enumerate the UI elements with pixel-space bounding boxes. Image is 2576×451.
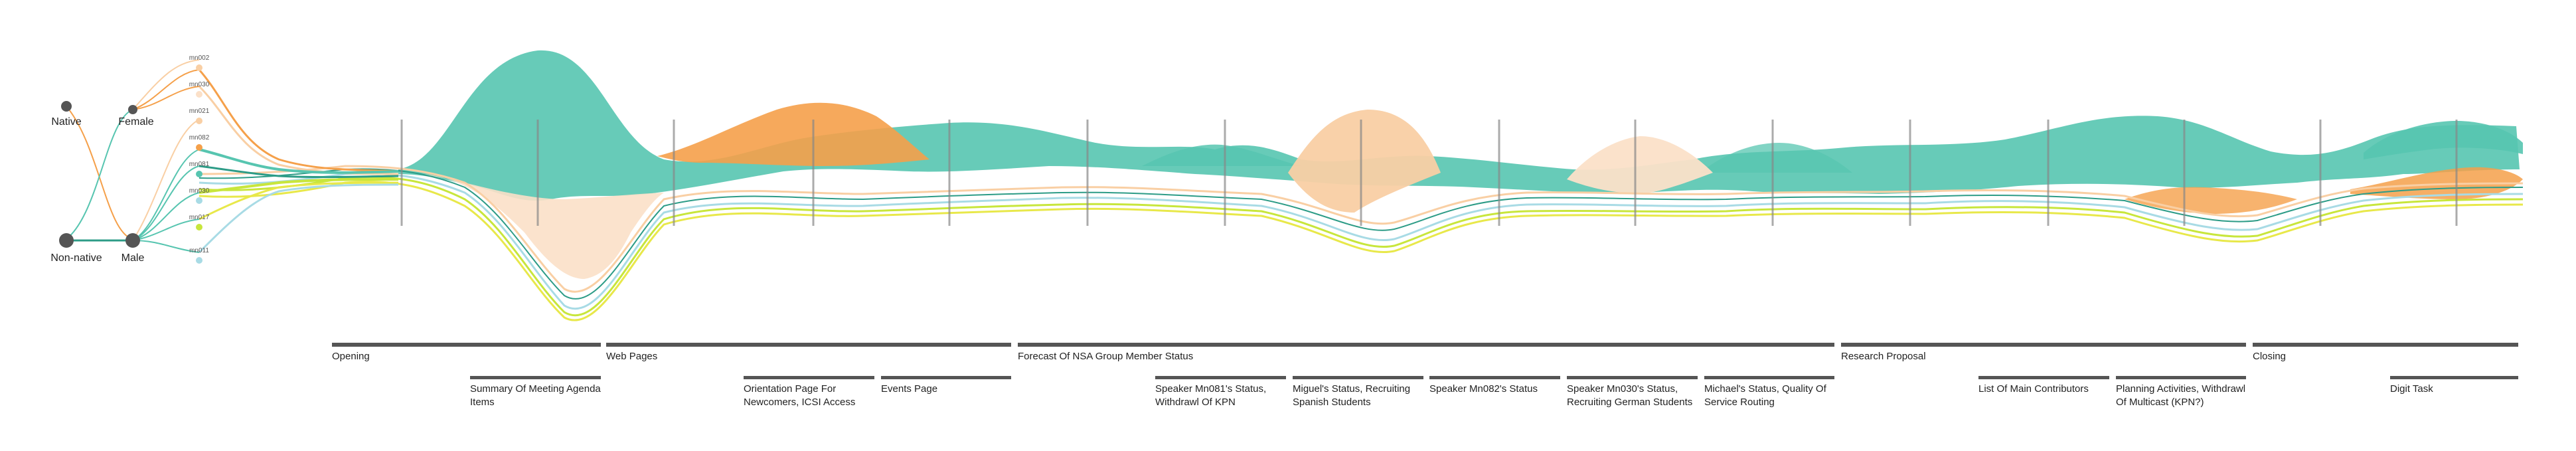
- topic-bar-research: [1841, 343, 2246, 347]
- male-label: Male: [121, 252, 145, 264]
- speaker-node[interactable]: [196, 64, 202, 71]
- native-node[interactable]: [61, 101, 72, 112]
- topic-bar-web-pages: [606, 343, 1011, 347]
- subtopic-bar-orientation: [744, 376, 874, 379]
- flow-stream-teal-main: [398, 50, 2520, 201]
- speaker-node[interactable]: [196, 144, 202, 151]
- topic-markers: [400, 120, 2458, 226]
- speaker-node[interactable]: [196, 171, 202, 177]
- subtopic-bar-mn081: [1155, 376, 1286, 379]
- attribute-link-female-speakers: [132, 69, 200, 110]
- topic-label-forecast[interactable]: Forecast Of NSA Group Member Status: [1018, 351, 1194, 362]
- speaker-node[interactable]: [196, 91, 202, 98]
- non-native-node[interactable]: [59, 233, 74, 248]
- speaker-nodes: mn002 mn030 mn021 mn082 mn081 mn030 mn017 mn011: [189, 54, 210, 264]
- topic-label-closing[interactable]: Closing: [2253, 351, 2287, 362]
- topic-bar-closing: [2253, 343, 2518, 347]
- flow-stream-teal-bump-1: [1142, 144, 1301, 166]
- speaker-track-opening-peach: [198, 85, 399, 175]
- speaker-label: mn030: [189, 81, 210, 88]
- topic-label-web-pages[interactable]: Web Pages: [606, 351, 658, 362]
- speaker-track-opening-lightblue: [198, 183, 399, 254]
- speaker-track-opening-orange: [198, 69, 399, 173]
- speaker-node[interactable]: [196, 257, 202, 264]
- subtopic-bar-digit: [2390, 376, 2518, 379]
- speaker-track-opening-lime: [199, 178, 399, 194]
- speaker-label: mn082: [189, 134, 210, 141]
- subtopic-label-orientation[interactable]: Orientation Page For Newcomers, ICSI Acc…: [744, 383, 856, 408]
- speaker-track-opening-teal2: [199, 165, 399, 179]
- attribute-link-nonnative-female: [66, 109, 133, 240]
- attribute-nodes: Native Female Non-native Male: [50, 101, 154, 264]
- topic-label-opening[interactable]: Opening: [332, 351, 370, 362]
- speaker-label: mn002: [189, 54, 210, 62]
- speaker-node[interactable]: [196, 197, 202, 204]
- subtopic-label-mn081[interactable]: Speaker Mn081's Status, Withdrawl Of KPN: [1155, 383, 1267, 408]
- subtopic-bar-mn030: [1567, 376, 1698, 379]
- female-node[interactable]: [128, 105, 137, 114]
- subtopic-label-mn082[interactable]: Speaker Mn082's Status: [1429, 383, 1538, 395]
- speaker-track-orange-light: [199, 165, 2524, 293]
- topic-flow-streams: [66, 50, 2524, 321]
- subtopic-label-mn030[interactable]: Speaker Mn030's Status, Recruiting Germa…: [1567, 383, 1693, 408]
- flow-stream-orange-planning: [2125, 187, 2297, 214]
- speaker-label: mn011: [189, 247, 209, 254]
- attribute-link-speaker-top: [132, 59, 200, 110]
- subtopic-label-contributors[interactable]: List Of Main Contributors: [1978, 383, 2089, 395]
- speaker-node[interactable]: [196, 118, 202, 124]
- speaker-track-opening-teal: [199, 148, 399, 174]
- flow-stream-peach-mn030: [1567, 136, 1713, 194]
- subtopic-label-digit[interactable]: Digit Task: [2390, 383, 2433, 395]
- subtopic-bar-miguel: [1293, 376, 1423, 379]
- subtopic-label-miguel[interactable]: Miguel's Status, Recruiting Spanish Stud…: [1293, 383, 1411, 408]
- topic-label-research[interactable]: Research Proposal: [1841, 351, 1926, 362]
- speaker-label: mn021: [189, 108, 210, 115]
- flow-stream-teal-bump-2: [1700, 143, 1852, 173]
- subtopic-label-michael[interactable]: Michael's Status, Quality Of Service Rou…: [1704, 383, 1826, 408]
- speaker-track-lime: [199, 176, 2524, 317]
- speaker-label: mn017: [189, 214, 210, 221]
- subtopic-bar-agenda: [470, 376, 601, 379]
- male-node[interactable]: [125, 233, 140, 248]
- native-label: Native: [51, 116, 81, 128]
- non-native-label: Non-native: [50, 252, 102, 264]
- speaker-track-teal-dark: [199, 168, 2524, 300]
- subtopic-bar-michael: [1704, 376, 1834, 379]
- flow-stream-peach-opening: [425, 174, 664, 279]
- topic-bar-forecast: [1018, 343, 1834, 347]
- speaker-track-lightblue: [199, 172, 2524, 310]
- flow-stream-orange-1: [657, 102, 929, 166]
- speaker-label: mn030: [189, 187, 210, 195]
- attribute-link-male-speakers: [132, 149, 200, 253]
- subtopic-label-agenda[interactable]: Summary Of Meeting Agenda Items: [470, 383, 601, 408]
- speaker-label: mn081: [189, 161, 210, 168]
- flow-stream-teal-bump-3: [2364, 121, 2523, 159]
- subtopic-bar-events: [881, 376, 1011, 379]
- female-label: Female: [118, 116, 153, 128]
- subtopic-label-planning[interactable]: Planning Activities, Withdrawl Of Multic…: [2116, 383, 2246, 408]
- speaker-node[interactable]: [196, 224, 202, 230]
- subtopic-bar-contributors: [1978, 376, 2109, 379]
- flow-stream-orange-light-miguel: [1288, 110, 1441, 213]
- subtopic-label-events[interactable]: Events Page: [881, 383, 938, 395]
- subtopic-bar-planning: [2116, 376, 2246, 379]
- speaker-track-opening-yellow: [199, 181, 399, 221]
- topic-bar-opening: [332, 343, 601, 347]
- subtopic-bar-mn082: [1429, 376, 1560, 379]
- attribute-link-native-male: [66, 106, 133, 240]
- speaker-track-yellow: [199, 180, 2524, 321]
- attribute-link-speaker-mid: [132, 119, 200, 241]
